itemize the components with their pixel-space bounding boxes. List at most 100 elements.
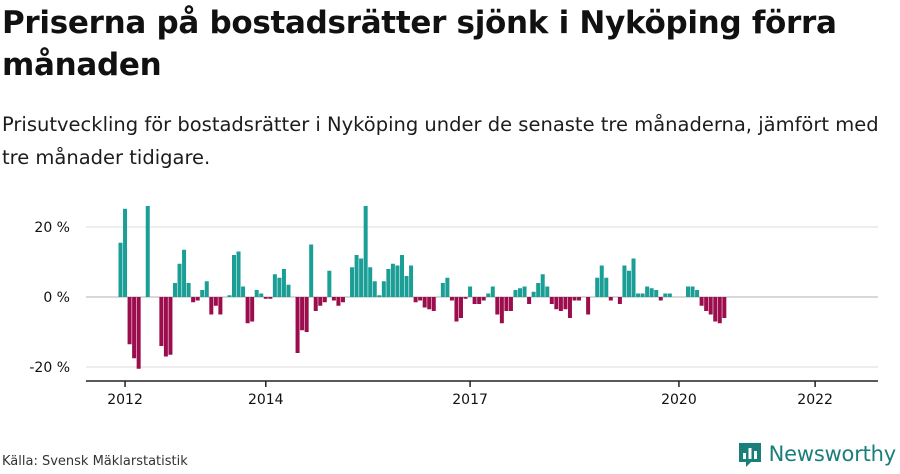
bar-positive: [599, 265, 604, 297]
bar-negative: [245, 297, 250, 324]
x-tick-label: 2014: [248, 392, 284, 408]
bar-negative: [132, 297, 137, 359]
bar-positive: [395, 265, 400, 297]
bar-positive: [227, 295, 232, 297]
bar-positive: [309, 244, 314, 297]
bar-positive: [277, 277, 282, 297]
bar-positive: [232, 255, 236, 297]
bar-positive: [350, 267, 355, 297]
bar-negative: [250, 297, 255, 322]
bar-positive: [368, 267, 373, 297]
bar-negative: [463, 297, 468, 299]
bar-negative: [427, 297, 432, 310]
bar-negative: [413, 297, 418, 303]
bar-positive: [649, 288, 654, 297]
bar-negative: [459, 297, 463, 318]
bar-negative: [322, 297, 327, 303]
bar-negative: [331, 297, 336, 301]
bar-positive: [386, 269, 391, 297]
bar-positive: [286, 284, 291, 297]
bar-negative: [658, 297, 663, 301]
bar-positive: [636, 293, 641, 297]
bar-positive: [622, 265, 627, 297]
bar-positive: [690, 286, 695, 297]
bar-negative: [549, 297, 554, 304]
bar-positive: [540, 274, 545, 297]
bar-positive: [372, 281, 377, 297]
bar-positive: [118, 242, 123, 297]
bar-negative: [163, 297, 168, 357]
bar-positive: [204, 281, 209, 297]
bar-negative: [449, 297, 454, 301]
bar-positive: [518, 288, 523, 297]
bar-negative: [159, 297, 164, 346]
bar-negative: [717, 297, 722, 324]
bar-negative: [318, 297, 323, 306]
bar-positive: [390, 263, 395, 297]
bar-positive: [241, 286, 246, 297]
bar-chart: 20 % 0 % -20 % 2012 2014 2017 2020 2022 -6 %: [29, 195, 888, 408]
bar-negative: [481, 297, 486, 301]
bar-positive: [354, 255, 359, 297]
x-tick-label: 2012: [107, 392, 143, 408]
bar-negative: [268, 297, 273, 299]
bar-negative: [722, 297, 727, 318]
bar-positive: [145, 206, 150, 297]
bar-negative: [617, 297, 622, 304]
bar-negative: [195, 297, 200, 301]
bar-positive: [667, 293, 672, 297]
bar-negative: [577, 297, 582, 301]
bar-positive: [626, 270, 631, 297]
bar-negative: [477, 297, 482, 304]
y-tick-label: 20 %: [34, 220, 70, 236]
bar-positive: [536, 283, 541, 297]
bar-negative: [472, 297, 477, 304]
bar-positive: [645, 286, 650, 297]
bar-positive: [631, 258, 636, 297]
bar-negative: [263, 297, 268, 299]
bar-negative: [336, 297, 341, 306]
bar-negative: [572, 297, 577, 301]
bar-negative: [554, 297, 559, 310]
bar-positive: [259, 293, 264, 297]
bar-positive: [359, 258, 364, 297]
bar-negative: [340, 297, 345, 303]
bar-negative: [495, 297, 500, 315]
bar-positive: [663, 293, 668, 297]
bar-positive: [513, 290, 518, 297]
y-tick-label: -20 %: [29, 360, 70, 376]
bar-negative: [300, 297, 305, 331]
bar-positive: [186, 283, 191, 297]
bar-positive: [654, 290, 659, 297]
bar-negative: [454, 297, 459, 322]
bar-negative: [304, 297, 309, 332]
bar-negative: [527, 297, 532, 304]
bar-negative: [313, 297, 318, 311]
bar-positive: [381, 281, 386, 297]
y-tick-label: 0 %: [43, 290, 70, 306]
bar-negative: [168, 297, 173, 355]
bar-negative: [504, 297, 509, 311]
bar-negative: [713, 297, 718, 322]
bar-negative: [136, 297, 141, 369]
bar-negative: [209, 297, 214, 315]
bar-negative: [127, 297, 132, 345]
bar-negative: [563, 297, 568, 310]
bar-negative: [499, 297, 504, 324]
bar-positive: [409, 265, 414, 297]
bar-positive: [445, 277, 450, 297]
bar-positive: [254, 290, 259, 297]
bar-negative: [567, 297, 572, 318]
bar-positive: [486, 293, 491, 297]
bar-negative: [508, 297, 513, 311]
bar-positive: [177, 263, 182, 297]
bar-positive: [182, 249, 187, 297]
bar-positive: [272, 274, 277, 297]
bar-positive: [640, 293, 645, 297]
bar-positive: [522, 286, 527, 297]
bar-positive: [545, 286, 550, 297]
bar-negative: [295, 297, 300, 353]
bar-positive: [531, 291, 536, 297]
brand-logo[interactable]: Newsworthy: [737, 440, 896, 468]
bar-positive: [281, 269, 286, 297]
